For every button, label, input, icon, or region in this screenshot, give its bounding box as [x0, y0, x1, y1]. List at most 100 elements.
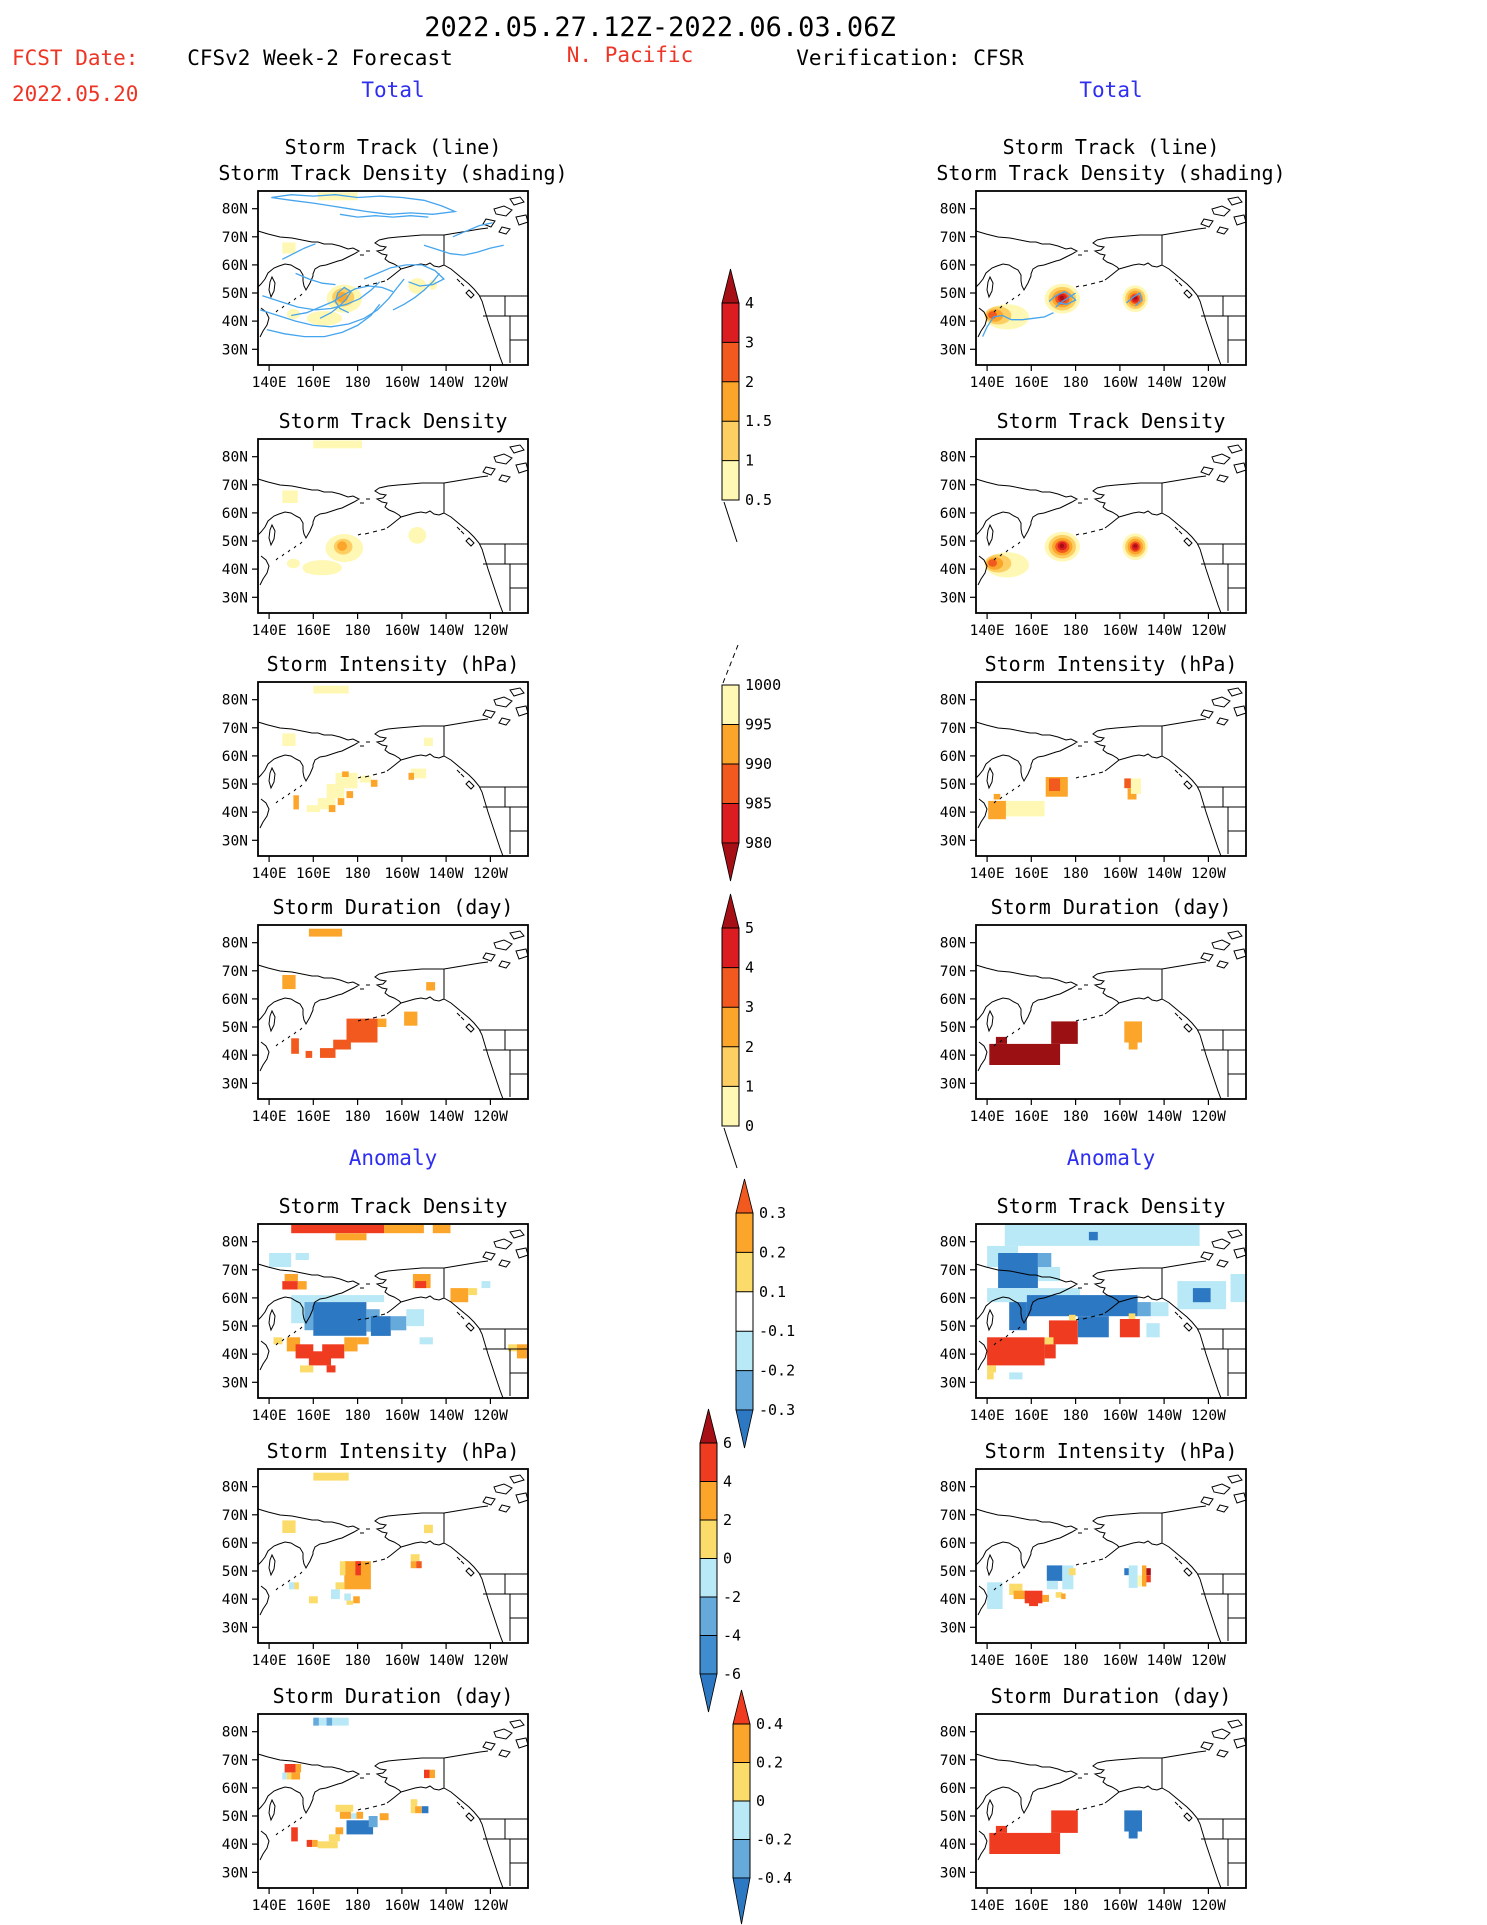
- svg-text:30N: 30N: [940, 342, 966, 358]
- svg-text:140W: 140W: [429, 1898, 464, 1914]
- svg-text:160E: 160E: [1014, 1898, 1049, 1914]
- svg-text:160W: 160W: [1102, 1653, 1137, 1669]
- svg-text:120W: 120W: [473, 623, 508, 639]
- svg-text:160W: 160W: [1102, 866, 1137, 882]
- svg-text:40N: 40N: [940, 1048, 966, 1064]
- svg-text:80N: 80N: [222, 1235, 248, 1251]
- svg-text:140W: 140W: [1147, 1653, 1182, 1669]
- svg-text:140E: 140E: [252, 1408, 287, 1424]
- svg-text:180: 180: [1062, 1408, 1088, 1424]
- svg-text:-0.3: -0.3: [759, 1401, 795, 1419]
- svg-text:40N: 40N: [222, 1592, 248, 1608]
- svg-text:5: 5: [745, 919, 754, 937]
- svg-text:50N: 50N: [222, 1809, 248, 1825]
- svg-text:120W: 120W: [1191, 1109, 1226, 1125]
- svg-text:50N: 50N: [222, 286, 248, 302]
- svg-text:60N: 60N: [940, 1536, 966, 1552]
- section-anomaly-verification: Anomaly: [1066, 1146, 1156, 1170]
- region-label: N. Pacific: [566, 43, 694, 67]
- svg-text:80N: 80N: [222, 936, 248, 952]
- svg-text:180: 180: [344, 1109, 370, 1125]
- panel-title-fcst-duration-anom: Storm Duration (day): [272, 1684, 514, 1708]
- svg-text:70N: 70N: [222, 721, 248, 737]
- svg-text:140E: 140E: [970, 375, 1005, 391]
- svg-text:80N: 80N: [940, 693, 966, 709]
- svg-text:160E: 160E: [296, 1109, 331, 1125]
- svg-text:160E: 160E: [1014, 623, 1049, 639]
- svg-text:160E: 160E: [296, 1408, 331, 1424]
- svg-text:30N: 30N: [222, 590, 248, 606]
- svg-text:70N: 70N: [940, 964, 966, 980]
- svg-text:80N: 80N: [222, 1725, 248, 1741]
- svg-text:160W: 160W: [384, 1408, 419, 1424]
- svg-text:30N: 30N: [222, 1865, 248, 1881]
- svg-text:3: 3: [745, 333, 754, 351]
- svg-text:160W: 160W: [384, 375, 419, 391]
- svg-text:180: 180: [1062, 1898, 1088, 1914]
- svg-text:40N: 40N: [940, 805, 966, 821]
- svg-text:50N: 50N: [940, 777, 966, 793]
- colorbar-intensity-anomaly: 6 4 2 0 -2 -4 -6: [699, 1408, 741, 1713]
- svg-text:160E: 160E: [296, 1898, 331, 1914]
- panel-title-verif-track: Storm Track (line): [1002, 135, 1220, 159]
- svg-text:4: 4: [745, 959, 754, 977]
- svg-text:120W: 120W: [1191, 623, 1226, 639]
- svg-text:30N: 30N: [940, 1076, 966, 1092]
- map-fcst-density-anom: 80N 70N 60N 50N 40N 30N 140E 160E 180 160W 140W 120…: [222, 1223, 529, 1424]
- svg-text:70N: 70N: [222, 1263, 248, 1279]
- svg-text:140E: 140E: [970, 1109, 1005, 1125]
- svg-text:80N: 80N: [940, 1235, 966, 1251]
- map-fcst-intensity-anom: 80N 70N 60N 50N 40N 30N 140E 160E 180 160W 140W 120…: [222, 1468, 529, 1669]
- panel-title-fcst-intensity: Storm Intensity (hPa): [266, 652, 520, 676]
- panel-title-fcst-density-anom: Storm Track Density: [278, 1194, 508, 1218]
- svg-text:50N: 50N: [222, 534, 248, 550]
- svg-text:140E: 140E: [252, 1898, 287, 1914]
- svg-text:80N: 80N: [222, 1480, 248, 1496]
- svg-text:30N: 30N: [940, 1375, 966, 1391]
- svg-text:160W: 160W: [384, 1898, 419, 1914]
- svg-text:60N: 60N: [940, 258, 966, 274]
- svg-text:160W: 160W: [384, 1653, 419, 1669]
- svg-text:160E: 160E: [296, 866, 331, 882]
- svg-text:120W: 120W: [1191, 866, 1226, 882]
- svg-text:70N: 70N: [940, 1753, 966, 1769]
- map-fcst-intensity: 80N 70N 60N 50N 40N 30N 140E 160E 180 160W 140W 120…: [222, 681, 529, 882]
- panel-title-fcst-intensity-anom: Storm Intensity (hPa): [266, 1439, 520, 1463]
- map-verif-intensity-anom: 80N 70N 60N 50N 40N 30N 140E 160E 180 160W 140W 120…: [940, 1468, 1247, 1669]
- svg-text:140E: 140E: [970, 866, 1005, 882]
- svg-text:0.5: 0.5: [745, 491, 772, 509]
- svg-text:160E: 160E: [1014, 375, 1049, 391]
- svg-text:180: 180: [344, 1898, 370, 1914]
- map-fcst-density: 80N 70N 60N 50N 40N 30N 140E 160E 180 160W 140W 120…: [222, 438, 529, 639]
- panel-title-verif-density-anom: Storm Track Density: [996, 1194, 1226, 1218]
- svg-text:60N: 60N: [940, 1781, 966, 1797]
- svg-text:30N: 30N: [222, 1076, 248, 1092]
- map-fcst-duration: 80N 70N 60N 50N 40N 30N 140E 160E 180 160W 140W 120…: [222, 924, 529, 1125]
- svg-text:30N: 30N: [940, 1620, 966, 1636]
- svg-text:140E: 140E: [252, 1109, 287, 1125]
- svg-text:1: 1: [745, 452, 754, 470]
- svg-text:0: 0: [723, 1550, 732, 1568]
- svg-text:50N: 50N: [222, 1319, 248, 1335]
- svg-text:990: 990: [745, 755, 772, 773]
- svg-text:140E: 140E: [970, 1898, 1005, 1914]
- svg-text:180: 180: [1062, 866, 1088, 882]
- svg-text:50N: 50N: [940, 1319, 966, 1335]
- svg-text:140W: 140W: [429, 1408, 464, 1424]
- svg-text:40N: 40N: [222, 1837, 248, 1853]
- svg-text:80N: 80N: [222, 693, 248, 709]
- svg-text:60N: 60N: [222, 1291, 248, 1307]
- svg-text:70N: 70N: [940, 478, 966, 494]
- svg-text:70N: 70N: [222, 1753, 248, 1769]
- svg-text:980: 980: [745, 834, 772, 852]
- svg-text:40N: 40N: [940, 314, 966, 330]
- svg-text:140E: 140E: [970, 1653, 1005, 1669]
- map-verif-duration-anom: 80N 70N 60N 50N 40N 30N 140E 160E 180 160W 140W 120…: [940, 1713, 1247, 1914]
- svg-text:140E: 140E: [252, 623, 287, 639]
- svg-text:30N: 30N: [222, 833, 248, 849]
- svg-text:1.5: 1.5: [745, 412, 772, 430]
- svg-text:160W: 160W: [384, 623, 419, 639]
- svg-text:160W: 160W: [384, 866, 419, 882]
- colorbar-duration-total: 5 4 3 2 1 0: [721, 893, 754, 1169]
- map-verif-track: 80N 70N 60N 50N 40N 30N 140E 160E 180 160W 140W 120…: [940, 190, 1247, 391]
